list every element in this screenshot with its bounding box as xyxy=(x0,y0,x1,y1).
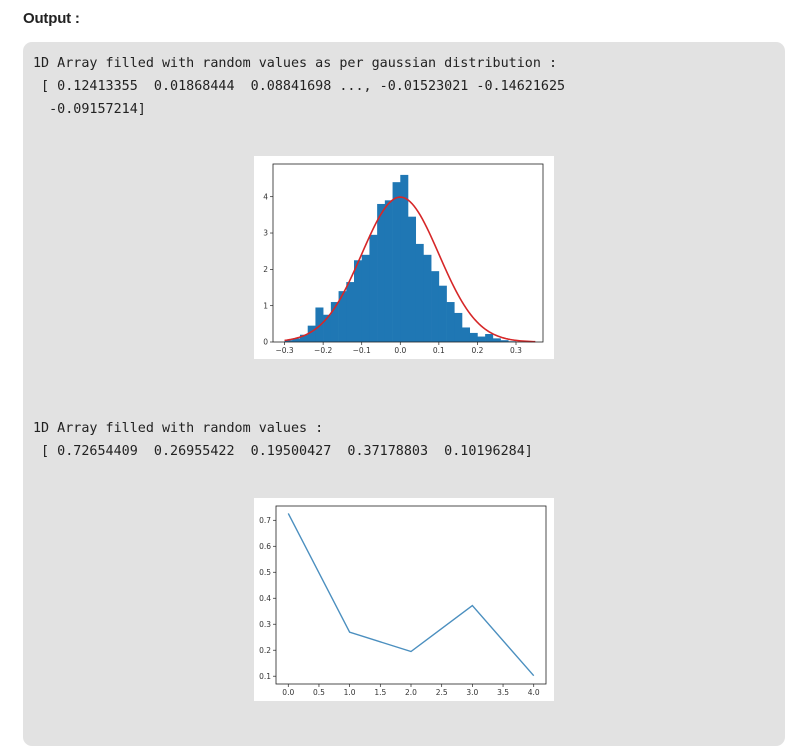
histogram-figure: −0.3 −0.2 −0.1 0.0 0.1 0.2 0.3 0 1 2 3 4 xyxy=(254,156,554,359)
histogram-bar xyxy=(323,314,332,342)
x-tick-label: 0.0 xyxy=(282,688,294,697)
histogram-chart: −0.3 −0.2 −0.1 0.0 0.1 0.2 0.3 0 1 2 3 4 xyxy=(263,163,544,355)
histogram-bar xyxy=(369,234,378,342)
y-tick-label: 1 xyxy=(263,301,268,310)
y-tick-label: 0.6 xyxy=(259,542,271,551)
histogram-bar xyxy=(485,334,494,342)
histogram-bar xyxy=(354,260,363,342)
output-panel: 1D Array filled with random values as pe… xyxy=(23,42,785,746)
x-tick-label: −0.3 xyxy=(275,346,293,355)
gaussian-caption: 1D Array filled with random values as pe… xyxy=(33,56,558,71)
x-tick-label: 2.0 xyxy=(405,688,417,697)
histogram-bar xyxy=(300,334,309,342)
uniform-array-line-1: [ 0.72654409 0.26955422 0.19500427 0.371… xyxy=(33,444,533,459)
histogram-bar xyxy=(431,271,440,342)
x-tick-label: 0.3 xyxy=(510,346,522,355)
uniform-caption: 1D Array filled with random values : xyxy=(33,421,324,436)
y-tick-label: 2 xyxy=(263,265,268,274)
histogram-bar xyxy=(307,325,316,342)
x-tick-label: 1.5 xyxy=(374,688,386,697)
histogram-bar xyxy=(392,182,401,342)
y-tick-label: 0.1 xyxy=(259,672,271,681)
y-tick-label: 0.3 xyxy=(259,620,271,629)
histogram-bar xyxy=(330,302,339,342)
x-tick-label: 2.5 xyxy=(436,688,448,697)
histogram-bar xyxy=(284,340,293,342)
histogram-bar xyxy=(361,254,370,342)
x-tick-label: −0.2 xyxy=(314,346,332,355)
y-tick-label: 3 xyxy=(263,229,268,238)
histogram-bar xyxy=(408,216,417,342)
line-figure: 0.0 0.5 1.0 1.5 2.0 2.5 3.0 3.5 4.0 0.1 0.2 0.3 0.4 0… xyxy=(254,498,554,701)
y-tick-label: 0.5 xyxy=(259,568,271,577)
histogram-bar xyxy=(415,243,424,342)
histogram-bar xyxy=(346,282,355,342)
x-tick-label: 0.1 xyxy=(433,346,445,355)
histogram-bar xyxy=(384,200,393,342)
x-tick-label: 0.5 xyxy=(313,688,325,697)
x-tick-label: 3.0 xyxy=(466,688,478,697)
line-chart: 0.0 0.5 1.0 1.5 2.0 2.5 3.0 3.5 4.0 0.1 0.2 0.3 0.4 0… xyxy=(259,505,547,697)
histogram-bar xyxy=(477,336,486,342)
y-tick-label: 0.2 xyxy=(259,646,271,655)
axes-frame xyxy=(272,163,544,343)
gaussian-array-line-2: -0.09157214] xyxy=(33,102,146,117)
histogram-bar xyxy=(377,203,386,342)
series-line xyxy=(287,513,535,677)
histogram-bar xyxy=(462,327,471,342)
histogram-bar xyxy=(492,338,501,342)
histogram-bar xyxy=(500,340,509,342)
x-tick-label: −0.1 xyxy=(353,346,371,355)
histogram-bar xyxy=(469,332,478,342)
y-tick-label: 0.7 xyxy=(259,516,271,525)
histogram-bar xyxy=(315,307,324,342)
histogram-bar xyxy=(423,254,432,342)
x-tick-label: 3.5 xyxy=(497,688,509,697)
gaussian-array-line-1: [ 0.12413355 0.01868444 0.08841698 ..., … xyxy=(33,79,566,94)
gaussian-curve xyxy=(284,196,536,343)
x-tick-label: 0.2 xyxy=(471,346,483,355)
x-tick-label: 1.0 xyxy=(344,688,356,697)
histogram-bar xyxy=(400,174,409,342)
x-tick-label: 0.0 xyxy=(394,346,406,355)
histogram-bar xyxy=(338,291,347,342)
histogram-bar xyxy=(438,285,447,342)
y-tick-label: 0 xyxy=(263,338,268,347)
y-tick-label: 4 xyxy=(263,192,268,201)
histogram-bar xyxy=(292,338,301,342)
histogram-bar xyxy=(446,302,455,342)
histogram-bar xyxy=(454,312,463,342)
axes-frame xyxy=(275,505,547,685)
x-tick-label: 4.0 xyxy=(528,688,540,697)
y-tick-label: 0.4 xyxy=(259,594,271,603)
output-heading: Output : xyxy=(23,10,80,27)
